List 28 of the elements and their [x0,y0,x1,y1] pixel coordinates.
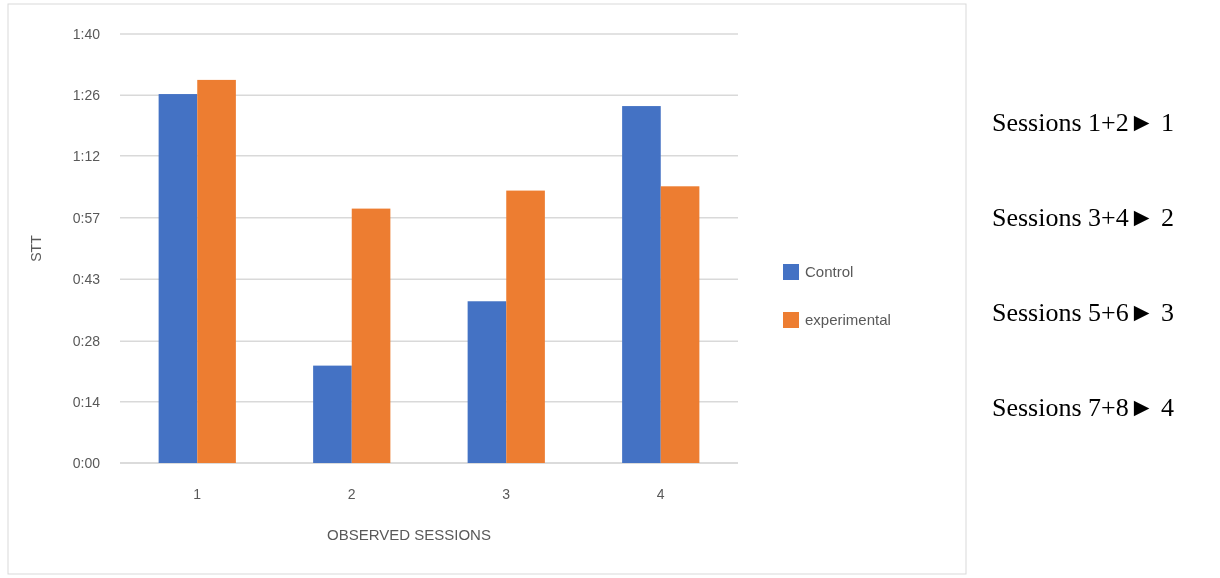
bar [467,301,507,463]
bar [506,190,545,463]
y-axis-title: STT [28,234,44,262]
bar [313,365,352,463]
bar [622,106,661,463]
x-axis-title: OBSERVED SESSIONS [327,526,491,543]
x-tick-label: 2 [347,486,356,502]
y-tick-label: 0:43 [72,271,101,288]
text: Sessions 7+8► 4 [992,393,1174,423]
y-tick-label: 0:57 [72,209,101,226]
bar [351,208,391,463]
legend-label: Control [805,263,854,281]
bar [158,94,198,463]
y-tick-label: 0:28 [72,333,101,350]
text: Sessions 1+2► 1 [992,108,1174,138]
legend-label: experimental [805,311,891,329]
y-tick-label: 0:14 [72,393,101,410]
bar [197,79,236,463]
bar [660,186,700,463]
y-tick-label: 1:40 [72,25,101,42]
x-tick-label: 1 [193,486,202,502]
text: Sessions 3+4► 2 [992,203,1174,233]
y-tick-label: 1:12 [72,147,101,164]
text: Sessions 5+6► 3 [992,298,1174,328]
x-tick-label: 3 [502,486,511,502]
x-tick-label: 4 [656,486,665,502]
y-tick-label: 0:00 [72,454,101,471]
y-tick-label: 1:26 [72,87,101,104]
